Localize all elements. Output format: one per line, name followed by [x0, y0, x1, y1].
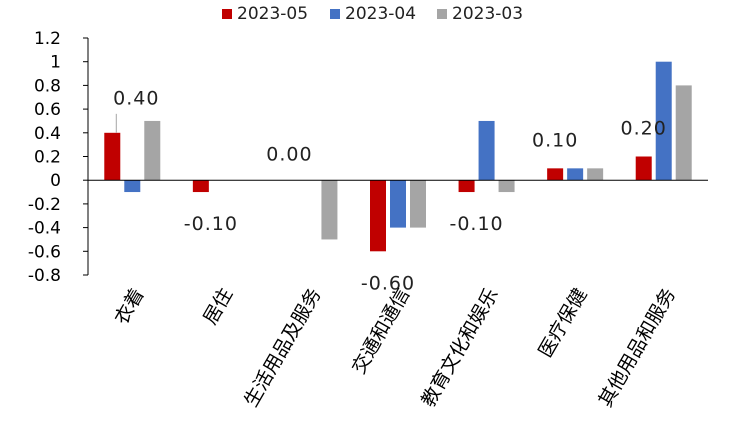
data-label-其他用品和服务: 0.20 [621, 118, 667, 140]
category-label-教育文化和娱乐: 教育文化和娱乐 [417, 284, 503, 410]
bar-2023-04-教育文化和娱乐 [478, 120, 495, 181]
y-tick-label: -0.8 [28, 266, 61, 286]
bar-2023-04-衣着 [124, 180, 141, 193]
category-label-其他用品和服务: 其他用品和服务 [594, 285, 680, 411]
category-label-居住: 居住 [199, 285, 237, 329]
legend-swatch-2023-03 [437, 9, 447, 19]
bar-2023-03-其他用品和服务 [675, 85, 692, 181]
category-labels: 衣着 居住 生活用品及服务 交通和通信 教育文化和娱乐 医疗保健 其他用品和服务 [111, 284, 680, 410]
legend-swatch-2023-04 [330, 9, 340, 19]
y-tick-label: -0.2 [28, 195, 61, 215]
data-label-医疗保健: 0.10 [532, 129, 578, 151]
category-label-生活用品及服务: 生活用品及服务 [240, 285, 326, 411]
category-label-医疗保健: 医疗保健 [534, 285, 591, 362]
legend-swatch-2023-05 [222, 9, 232, 19]
bar-2023-03-衣着 [144, 120, 161, 181]
legend: 2023-05 2023-04 2023-03 [222, 4, 523, 24]
legend-label-2023-04: 2023-04 [345, 4, 416, 24]
bar-2023-05-居住 [192, 180, 209, 193]
bar-2023-03-医疗保健 [587, 168, 604, 181]
y-tick-label: 1 [50, 53, 61, 73]
bar-2023-05-衣着 [104, 132, 121, 181]
bar-2023-05-交通和通信 [370, 180, 386, 252]
y-tick-label: 0.6 [34, 100, 61, 120]
bar-2023-03-教育文化和娱乐 [498, 180, 515, 193]
data-label-交通和通信: -0.60 [361, 272, 415, 294]
data-labels: 0.40 -0.10 0.00 -0.60 -0.10 0.10 0.20 [113, 87, 667, 294]
data-label-衣着: 0.40 [113, 87, 159, 109]
bars [104, 61, 692, 252]
bar-2023-05-其他用品和服务 [635, 156, 652, 181]
bar-2023-03-交通和通信 [410, 180, 426, 228]
bar-2023-04-医疗保健 [567, 168, 584, 181]
bar-2023-03-生活用品及服务 [321, 180, 338, 240]
bar-2023-05-教育文化和娱乐 [458, 180, 475, 193]
y-tick-label: 0.2 [34, 148, 61, 168]
legend-label-2023-03: 2023-03 [452, 4, 523, 24]
category-label-交通和通信: 交通和通信 [348, 285, 415, 378]
y-tick-label: 0.8 [34, 76, 61, 96]
bar-2023-04-其他用品和服务 [655, 61, 672, 181]
y-axis: -0.8 -0.6 -0.4 -0.2 0 0.2 0.4 0.6 0.8 1 1.2 [28, 29, 89, 286]
y-tick-label: 0.4 [34, 124, 61, 144]
data-label-教育文化和娱乐: -0.10 [449, 213, 503, 235]
bar-2023-05-医疗保健 [547, 168, 564, 181]
legend-label-2023-05: 2023-05 [237, 4, 308, 24]
y-tick-label: 0 [50, 171, 61, 191]
bar-2023-04-交通和通信 [390, 180, 406, 228]
y-tick-label: 1.2 [34, 29, 61, 49]
category-label-衣着: 衣着 [111, 285, 149, 329]
data-label-居住: -0.10 [184, 213, 238, 235]
data-label-生活用品及服务: 0.00 [266, 144, 312, 166]
y-tick-label: -0.4 [28, 219, 61, 239]
y-tick-label: -0.6 [28, 242, 61, 262]
